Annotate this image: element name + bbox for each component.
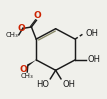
Text: CH₃: CH₃ [5, 32, 18, 38]
Text: HO: HO [36, 80, 49, 89]
Text: OH: OH [62, 80, 75, 89]
Polygon shape [27, 60, 36, 66]
Text: O: O [34, 11, 42, 20]
Text: OH: OH [85, 29, 98, 38]
Text: OH: OH [87, 55, 100, 64]
Text: CH₃: CH₃ [21, 73, 33, 79]
Text: O: O [19, 65, 27, 74]
Text: O: O [18, 24, 25, 33]
